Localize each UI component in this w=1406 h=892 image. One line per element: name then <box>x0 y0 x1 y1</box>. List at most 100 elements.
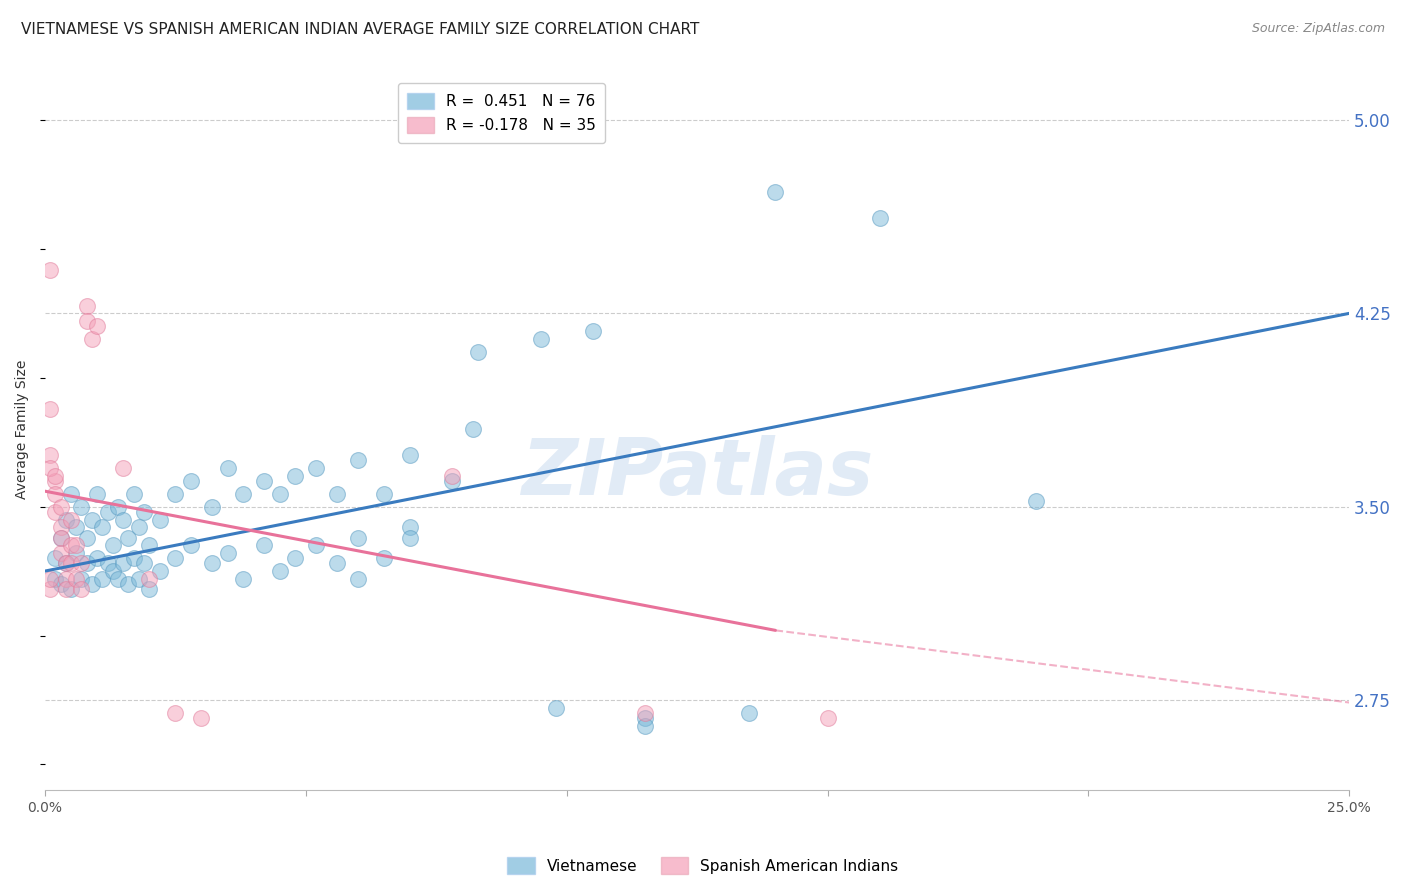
Point <box>305 538 328 552</box>
Point <box>65 538 87 552</box>
Point <box>91 572 114 586</box>
Point <box>97 505 120 519</box>
Point <box>738 706 761 720</box>
Point <box>49 531 72 545</box>
Point <box>817 711 839 725</box>
Point <box>86 319 108 334</box>
Point <box>49 500 72 514</box>
Point <box>55 557 77 571</box>
Point <box>347 531 370 545</box>
Point <box>107 572 129 586</box>
Y-axis label: Average Family Size: Average Family Size <box>15 359 30 499</box>
Point <box>49 520 72 534</box>
Point <box>39 401 62 416</box>
Text: VIETNAMESE VS SPANISH AMERICAN INDIAN AVERAGE FAMILY SIZE CORRELATION CHART: VIETNAMESE VS SPANISH AMERICAN INDIAN AV… <box>21 22 699 37</box>
Point <box>65 546 87 560</box>
Point <box>232 572 254 586</box>
Point <box>269 487 291 501</box>
Point <box>39 262 62 277</box>
Point <box>138 572 160 586</box>
Point <box>70 572 93 586</box>
Point <box>39 448 62 462</box>
Point <box>347 453 370 467</box>
Point <box>49 546 72 560</box>
Point <box>97 557 120 571</box>
Point <box>326 487 349 501</box>
Point <box>117 531 139 545</box>
Point <box>86 551 108 566</box>
Point <box>86 487 108 501</box>
Point <box>149 564 172 578</box>
Point <box>91 520 114 534</box>
Point <box>399 531 422 545</box>
Point <box>232 487 254 501</box>
Point <box>269 564 291 578</box>
Point <box>217 546 239 560</box>
Point <box>582 325 605 339</box>
Point <box>101 538 124 552</box>
Point <box>55 512 77 526</box>
Point <box>529 332 551 346</box>
Point <box>44 505 66 519</box>
Point <box>128 572 150 586</box>
Point <box>65 520 87 534</box>
Point <box>112 512 135 526</box>
Point <box>44 551 66 566</box>
Point <box>467 345 489 359</box>
Point <box>253 474 276 488</box>
Point <box>117 577 139 591</box>
Point <box>44 487 66 501</box>
Point <box>70 500 93 514</box>
Point <box>44 572 66 586</box>
Legend: Vietnamese, Spanish American Indians: Vietnamese, Spanish American Indians <box>502 851 904 880</box>
Point <box>76 557 98 571</box>
Point <box>132 505 155 519</box>
Point <box>55 572 77 586</box>
Point <box>39 582 62 596</box>
Point <box>132 557 155 571</box>
Point <box>49 531 72 545</box>
Point <box>39 461 62 475</box>
Point <box>80 577 103 591</box>
Point <box>101 564 124 578</box>
Point <box>70 582 93 596</box>
Point <box>440 474 463 488</box>
Point <box>326 557 349 571</box>
Text: ZIPatlas: ZIPatlas <box>522 434 873 510</box>
Point <box>49 577 72 591</box>
Point <box>1025 494 1047 508</box>
Point <box>190 711 212 725</box>
Point <box>60 487 83 501</box>
Point <box>347 572 370 586</box>
Point <box>107 500 129 514</box>
Point <box>44 468 66 483</box>
Point <box>65 572 87 586</box>
Point <box>112 557 135 571</box>
Point <box>373 487 395 501</box>
Point <box>165 551 187 566</box>
Point <box>546 700 568 714</box>
Point <box>399 448 422 462</box>
Point <box>253 538 276 552</box>
Point <box>201 500 224 514</box>
Point <box>217 461 239 475</box>
Point <box>399 520 422 534</box>
Point <box>60 538 83 552</box>
Point <box>180 474 202 488</box>
Point <box>112 461 135 475</box>
Point <box>55 582 77 596</box>
Point <box>373 551 395 566</box>
Point <box>440 468 463 483</box>
Point <box>201 557 224 571</box>
Point <box>284 551 307 566</box>
Point <box>149 512 172 526</box>
Point <box>128 520 150 534</box>
Point <box>634 719 657 733</box>
Point <box>461 422 484 436</box>
Point <box>869 211 891 225</box>
Point <box>60 512 83 526</box>
Point <box>60 582 83 596</box>
Point <box>44 474 66 488</box>
Point <box>284 468 307 483</box>
Point <box>122 487 145 501</box>
